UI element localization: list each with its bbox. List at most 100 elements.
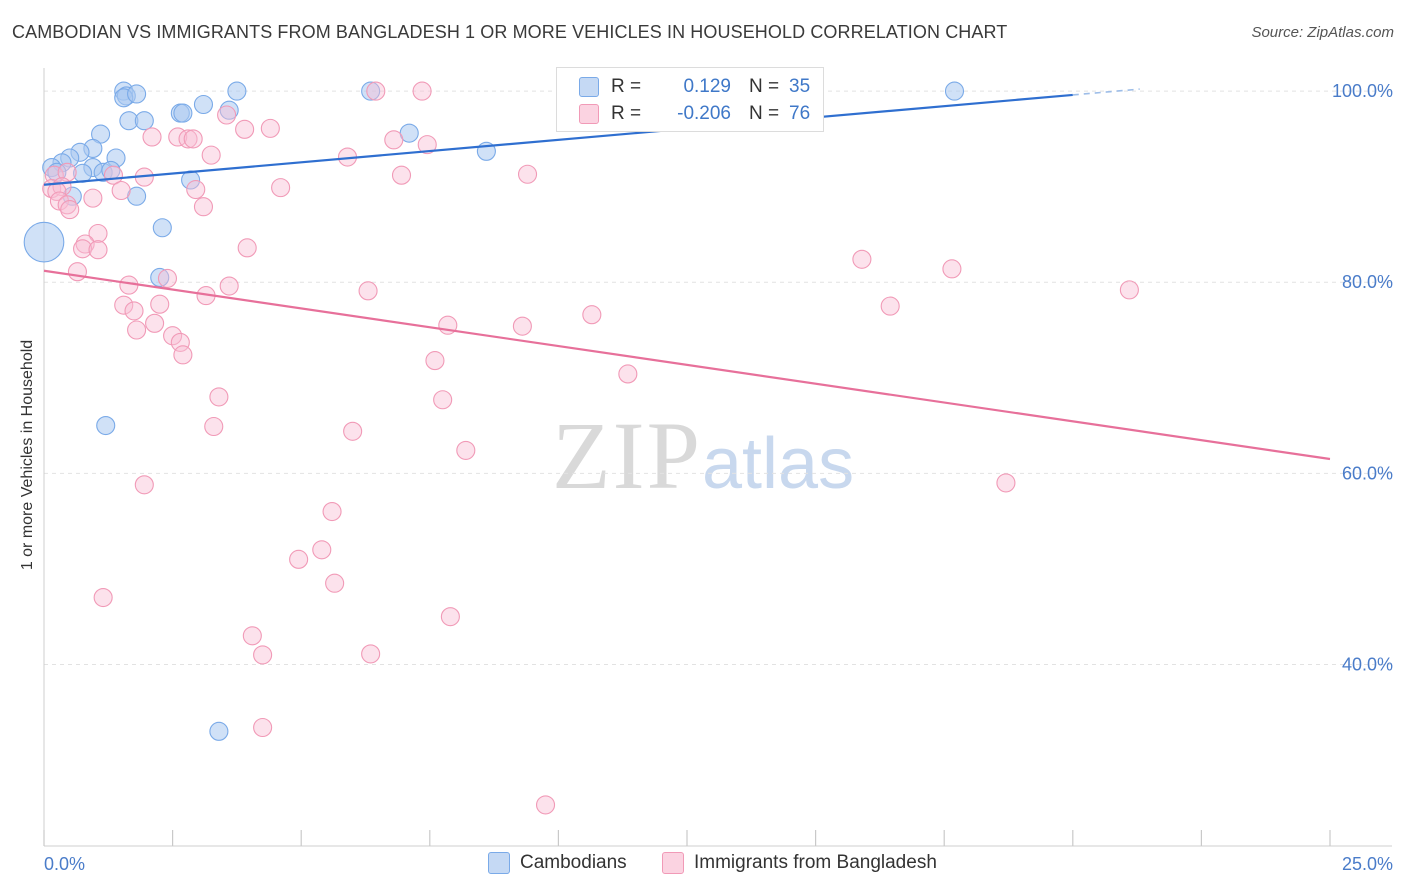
- n-label: N =: [749, 76, 780, 97]
- watermark: ZIPatlas: [552, 400, 854, 511]
- point-bangladesh: [57, 162, 77, 182]
- n-label: N =: [749, 103, 780, 124]
- r-value: -0.206: [677, 103, 731, 124]
- point-bangladesh: [361, 644, 381, 664]
- chart-title: CAMBODIAN VS IMMIGRANTS FROM BANGLADESH …: [12, 22, 1008, 42]
- trendline-cambodians-extension: [1072, 88, 1140, 96]
- legend-label-cambodians: Cambodians: [520, 852, 627, 873]
- point-bangladesh: [271, 178, 291, 198]
- watermark-atlas: atlas: [702, 424, 855, 504]
- point-bangladesh: [237, 238, 257, 258]
- point-bangladesh: [93, 588, 113, 608]
- r-label: R =: [611, 76, 642, 97]
- legend-item-cambodians[interactable]: Cambodians: [488, 852, 627, 874]
- series-legend: Cambodians Immigrants from Bangladesh: [0, 852, 1406, 878]
- point-bangladesh: [325, 573, 345, 593]
- stats-legend: R = 0.129 N = 35 R = -0.206 N = 76: [556, 67, 824, 132]
- point-bangladesh: [417, 135, 437, 155]
- point-cambodians: [96, 416, 116, 436]
- n-value: 76: [789, 103, 811, 124]
- y-tick-label: 60.0%: [1342, 463, 1393, 483]
- point-bangladesh: [456, 440, 476, 460]
- point-bangladesh: [88, 240, 108, 260]
- legend-swatch-bangladesh: [662, 852, 684, 874]
- point-bangladesh: [83, 188, 103, 208]
- point-bangladesh: [170, 332, 190, 352]
- point-bangladesh: [440, 607, 460, 627]
- watermark-zip: ZIP: [552, 402, 702, 509]
- point-bangladesh: [127, 320, 147, 340]
- stats-legend-row-bangladesh: R = -0.206 N = 76: [579, 101, 810, 127]
- point-bangladesh: [253, 717, 273, 738]
- point-bangladesh: [124, 301, 144, 321]
- point-cambodians: [193, 94, 214, 115]
- legend-swatch-bangladesh: [579, 104, 599, 124]
- point-bangladesh: [343, 421, 363, 441]
- point-bangladesh: [163, 326, 183, 346]
- point-cambodians: [227, 81, 247, 101]
- point-bangladesh: [183, 129, 203, 149]
- point-bangladesh: [517, 164, 538, 184]
- point-cambodians: [150, 267, 170, 287]
- point-bangladesh: [204, 416, 224, 437]
- point-bangladesh: [111, 180, 131, 201]
- point-bangladesh: [142, 127, 162, 147]
- point-cambodians: [152, 218, 172, 238]
- point-bangladesh: [242, 626, 262, 646]
- point-bangladesh: [134, 475, 154, 495]
- legend-swatch-cambodians: [488, 852, 510, 874]
- r-value: 0.129: [683, 76, 731, 97]
- point-bangladesh: [73, 239, 93, 259]
- point-bangladesh: [260, 118, 280, 138]
- point-cambodians: [127, 84, 147, 104]
- trendline-cambodians: [43, 93, 1073, 186]
- point-bangladesh: [366, 81, 386, 101]
- point-bangladesh: [193, 197, 214, 217]
- point-bangladesh: [67, 262, 87, 282]
- trendline-bangladesh: [43, 269, 1331, 461]
- point-bangladesh: [60, 200, 80, 220]
- point-bangladesh: [358, 281, 378, 301]
- point-bangladesh: [852, 249, 872, 269]
- point-bangladesh: [186, 179, 206, 200]
- point-bangladesh: [235, 119, 255, 139]
- point-bangladesh: [322, 502, 342, 522]
- point-bangladesh: [289, 549, 309, 569]
- point-bangladesh: [150, 294, 170, 314]
- point-bangladesh: [412, 81, 432, 101]
- r-label: R =: [611, 103, 642, 124]
- y-tick-label: 100.0%: [1332, 81, 1393, 101]
- point-cambodians: [134, 111, 154, 131]
- legend-item-bangladesh[interactable]: Immigrants from Bangladesh: [662, 852, 937, 874]
- point-bangladesh: [253, 645, 273, 665]
- point-bangladesh: [173, 345, 193, 365]
- point-bangladesh: [178, 129, 198, 149]
- point-bangladesh: [219, 276, 239, 296]
- point-bangladesh: [512, 316, 532, 336]
- legend-swatch-cambodians: [579, 77, 599, 97]
- point-bangladesh: [433, 390, 453, 410]
- point-bangladesh: [425, 351, 445, 371]
- y-tick-label: 40.0%: [1342, 654, 1393, 674]
- point-cambodians: [209, 721, 229, 741]
- point-bangladesh: [535, 795, 556, 815]
- point-bangladesh: [312, 540, 332, 560]
- legend-label-bangladesh: Immigrants from Bangladesh: [694, 852, 937, 873]
- point-bangladesh: [582, 305, 602, 325]
- point-cambodians: [23, 221, 65, 263]
- point-cambodians: [944, 81, 965, 101]
- point-bangladesh: [209, 387, 229, 407]
- point-bangladesh: [996, 473, 1016, 493]
- x-tick-label-max: 25.0%: [1342, 854, 1393, 874]
- point-bangladesh: [618, 364, 638, 384]
- stats-legend-row-cambodians: R = 0.129 N = 35: [579, 74, 810, 100]
- point-bangladesh: [145, 313, 165, 333]
- point-bangladesh: [88, 223, 108, 244]
- n-value: 35: [789, 76, 811, 97]
- point-bangladesh: [391, 165, 412, 185]
- x-tick-label-min: 0.0%: [44, 854, 85, 874]
- point-bangladesh: [384, 130, 404, 150]
- point-bangladesh: [217, 105, 237, 125]
- point-cambodians: [173, 103, 193, 123]
